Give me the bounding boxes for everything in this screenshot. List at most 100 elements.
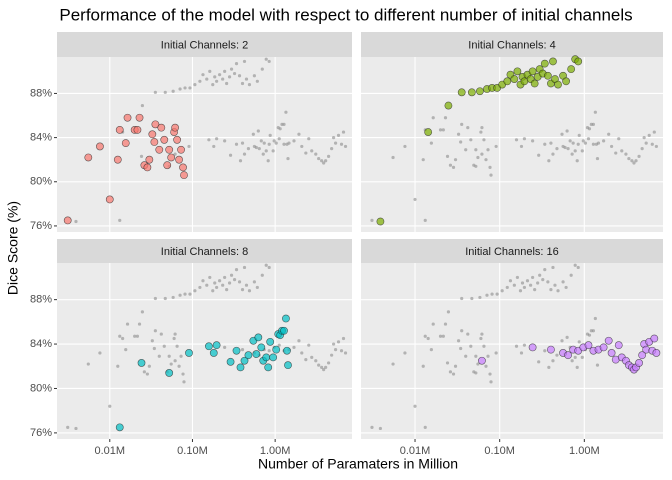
point — [549, 57, 557, 66]
other-point — [541, 278, 545, 282]
other-point — [333, 348, 338, 352]
other-point — [575, 159, 579, 163]
y-tick-label: 84% — [30, 338, 52, 350]
other-point — [479, 130, 483, 134]
point — [607, 349, 616, 357]
other-point — [74, 219, 78, 224]
other-point — [215, 79, 219, 83]
other-point — [234, 62, 239, 66]
point — [163, 161, 172, 170]
point — [115, 125, 124, 134]
other-point — [237, 74, 242, 78]
other-point — [529, 283, 533, 287]
other-point — [474, 371, 478, 375]
other-point — [620, 149, 624, 153]
other-point — [282, 122, 286, 126]
point — [266, 337, 275, 346]
other-point — [244, 77, 249, 81]
other-point — [339, 142, 344, 146]
other-point — [336, 133, 341, 137]
point — [424, 128, 433, 136]
point — [115, 423, 124, 432]
other-point — [116, 364, 120, 368]
other-point — [538, 273, 542, 277]
point — [567, 65, 576, 74]
other-point — [484, 364, 488, 368]
point — [283, 346, 291, 355]
other-point — [300, 144, 304, 149]
panel-background — [57, 263, 352, 439]
other-point — [474, 164, 478, 168]
other-point — [583, 141, 588, 145]
point — [155, 145, 164, 154]
other-point — [300, 351, 304, 355]
other-point — [448, 370, 453, 374]
other-point — [489, 173, 493, 177]
other-point — [124, 348, 128, 352]
other-point — [193, 83, 197, 87]
other-point — [591, 329, 596, 333]
other-point — [533, 288, 537, 292]
other-point — [252, 144, 256, 149]
other-point — [145, 372, 149, 376]
other-point — [268, 133, 272, 137]
other-point — [476, 155, 480, 160]
other-point — [262, 141, 266, 145]
other-point — [543, 349, 547, 353]
other-point — [205, 77, 209, 81]
point — [160, 135, 169, 144]
other-point — [464, 354, 468, 358]
point — [96, 142, 104, 151]
other-point — [624, 152, 628, 156]
other-point — [267, 349, 271, 353]
other-point — [297, 132, 301, 136]
other-point — [244, 283, 249, 287]
x-tick-label: 1.00M — [260, 445, 291, 457]
point — [272, 345, 281, 354]
other-point — [211, 83, 215, 87]
other-point — [322, 161, 326, 165]
other-point — [242, 265, 247, 270]
other-point — [171, 89, 175, 93]
other-point — [260, 273, 264, 277]
strip — [361, 32, 663, 57]
other-point — [587, 127, 592, 131]
other-point — [632, 161, 636, 165]
point — [543, 71, 552, 80]
other-point — [543, 268, 547, 272]
other-point — [188, 86, 192, 90]
other-point — [421, 364, 425, 368]
strip-label: Initial Channels: 2 — [161, 39, 248, 51]
other-point — [438, 128, 443, 132]
other-point — [602, 139, 606, 143]
other-point — [476, 362, 480, 366]
other-point — [162, 344, 166, 348]
point — [650, 334, 659, 343]
other-point — [456, 339, 461, 343]
other-point — [423, 218, 427, 223]
point — [540, 59, 549, 68]
other-point — [108, 404, 112, 408]
point — [284, 361, 292, 370]
x-tick-label: 0.01M — [400, 445, 431, 457]
other-point — [314, 359, 318, 363]
other-point — [378, 426, 383, 431]
point — [503, 77, 512, 86]
other-point — [505, 285, 509, 290]
other-point — [208, 275, 212, 280]
point — [167, 153, 176, 162]
other-point — [460, 122, 464, 126]
other-point — [514, 138, 519, 142]
other-point — [553, 283, 557, 287]
other-point — [575, 365, 579, 369]
other-point — [277, 343, 281, 347]
other-point — [198, 285, 202, 290]
other-point — [266, 159, 270, 163]
other-point — [448, 163, 453, 167]
point — [157, 123, 166, 132]
other-point — [225, 288, 229, 292]
other-point — [326, 154, 331, 158]
other-point — [569, 273, 573, 277]
other-point — [391, 155, 395, 160]
